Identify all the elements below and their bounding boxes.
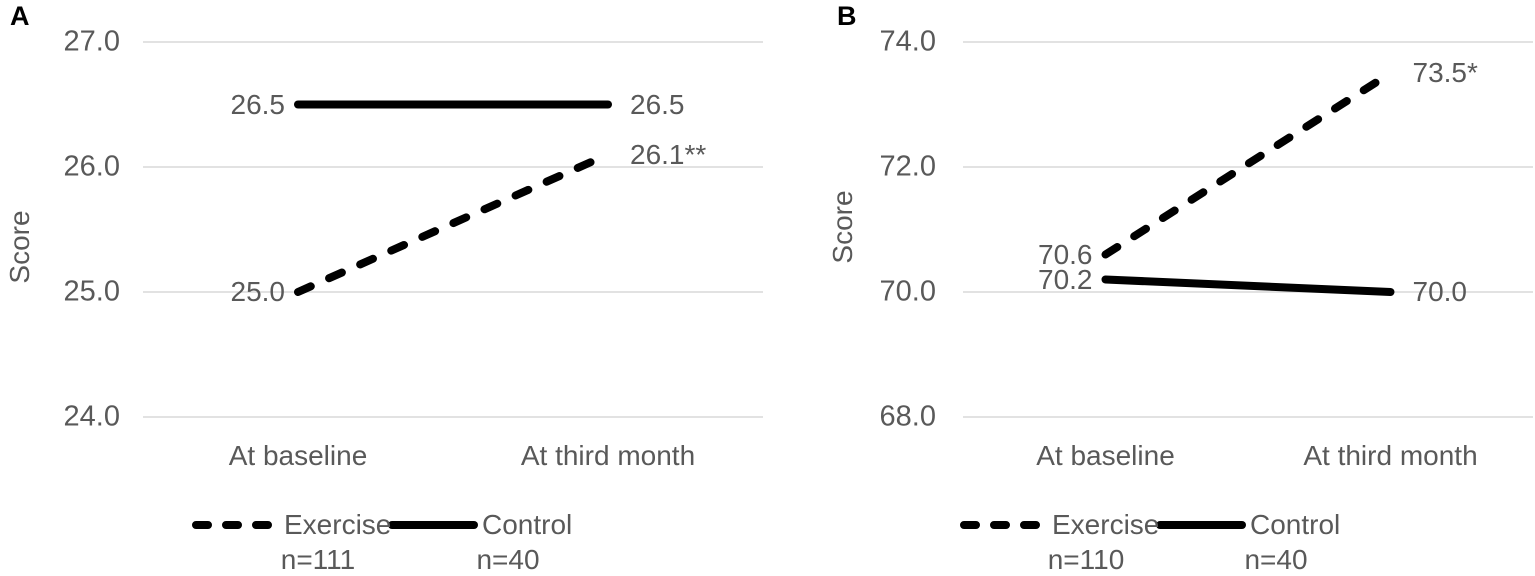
x-category-label: At third month <box>520 440 696 471</box>
panel-a-plot-canvas <box>143 41 763 529</box>
y-tick-label: 68.0 <box>879 400 936 433</box>
legend-series-name: Control <box>1250 509 1341 540</box>
y-tick-label: 25.0 <box>63 275 120 308</box>
data-point-label: 26.5 <box>630 88 685 120</box>
data-point-label: 73.5* <box>1412 57 1478 89</box>
x-category-label: At baseline <box>228 440 368 471</box>
x-category-label: At third month <box>1303 440 1478 471</box>
y-axis-title: Score <box>827 190 858 264</box>
panel-letter: A <box>10 1 30 31</box>
panel-a: A Score 27.0 26.0 25.0 24.0 At baseline At th… <box>0 0 767 576</box>
y-tick-label: 70.0 <box>879 275 936 308</box>
panel-b-plot-canvas <box>960 41 1533 529</box>
y-tick-label: 27.0 <box>63 25 120 58</box>
y-axis-title: Score <box>4 210 35 284</box>
panel-b: B Score 74.0 72.0 70.0 68.0 At baseline At th… <box>768 0 1535 576</box>
series-line-exercise <box>1101 69 1395 259</box>
legend-sample-size: n=40 <box>1244 544 1308 575</box>
series-line-exercise <box>294 150 612 296</box>
y-tick-label: 74.0 <box>879 25 936 58</box>
legend-sample-size: n=111 <box>280 544 356 575</box>
panel-letter: B <box>837 1 857 31</box>
data-point-label: 26.1** <box>630 138 707 170</box>
x-category-label: At baseline <box>1036 440 1175 471</box>
y-tick-label: 72.0 <box>879 150 936 183</box>
legend-sample-size: n=110 <box>1047 544 1125 575</box>
y-tick-label: 24.0 <box>63 400 120 433</box>
series-line-control <box>1101 275 1395 296</box>
legend-series-name: Exercise <box>284 509 392 540</box>
legend-sample-size: n=40 <box>476 544 540 575</box>
legend-series-name: Exercise <box>1052 509 1160 540</box>
data-point-label: 70.2 <box>1038 263 1093 295</box>
data-point-label: 25.0 <box>230 276 286 307</box>
legend-series-name: Control <box>482 509 573 540</box>
data-point-label: 70.0 <box>1412 276 1468 307</box>
data-point-label: 26.5 <box>230 88 286 120</box>
data-point-label: 70.6 <box>1038 238 1093 270</box>
y-tick-label: 26.0 <box>63 150 120 183</box>
